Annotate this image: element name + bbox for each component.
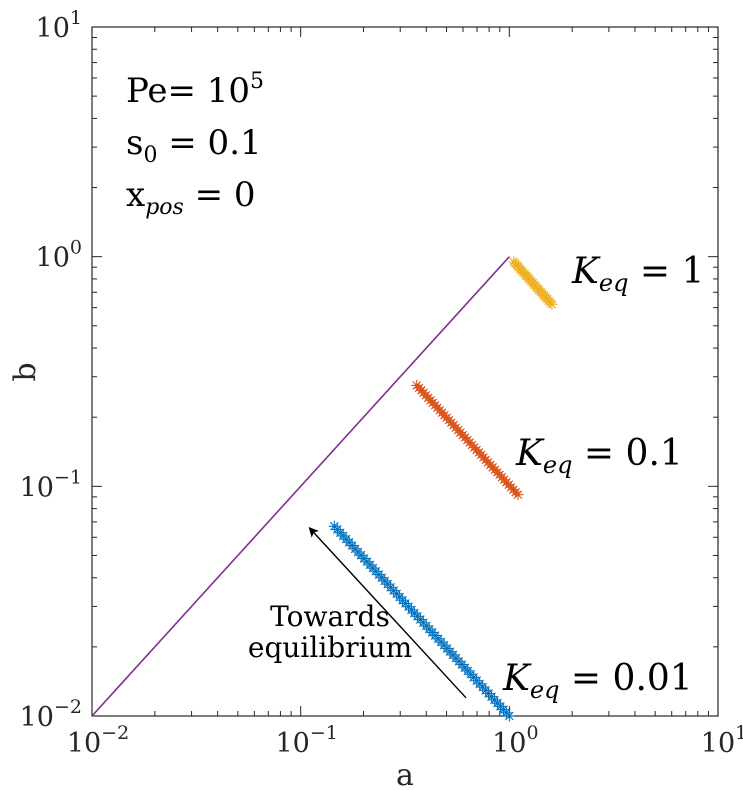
- tick-exponent: −2: [54, 696, 82, 718]
- label-symbol: K: [515, 433, 545, 474]
- tick-exponent: −1: [54, 466, 82, 488]
- label-symbol: K: [502, 658, 532, 699]
- data-point: [508, 256, 520, 268]
- y-tick-label: 10−2: [20, 696, 82, 733]
- reference-line: [91, 256, 510, 717]
- tick-exponent: −1: [310, 722, 338, 744]
- param-text: x: [126, 175, 145, 215]
- tick-base: 10: [67, 728, 101, 759]
- label-value: = 1: [628, 251, 704, 292]
- x-tick-labels: 10−2 10−1 100 101: [67, 722, 743, 759]
- tick-base: 10: [36, 243, 70, 274]
- x-tick-label: 10−2: [67, 722, 129, 759]
- annotation-line: Towards: [270, 600, 390, 633]
- data-point: [328, 520, 340, 532]
- label-symbol: K: [571, 251, 601, 292]
- param-text: Pe= 10: [126, 71, 250, 111]
- label-value: = 0.1: [572, 433, 682, 474]
- parameter-line: xpos = 0: [126, 175, 256, 220]
- x-tick-label: 101: [701, 722, 743, 759]
- y-tick-label: 101: [36, 7, 82, 44]
- x-tick-label: 10−1: [275, 722, 337, 759]
- y-tick-label: 100: [36, 237, 82, 274]
- parameter-line: s0 = 0.1: [126, 123, 262, 168]
- tick-exponent: −2: [101, 722, 129, 744]
- label-subscript: eq: [599, 269, 629, 297]
- y-tick-label: 10−1: [20, 466, 82, 503]
- param-value: = 0: [184, 175, 256, 215]
- tick-exponent: 0: [70, 237, 82, 259]
- label-subscript: eq: [543, 451, 573, 479]
- param-text: s: [126, 123, 143, 163]
- tick-base: 10: [275, 728, 309, 759]
- param-subscript: 0: [143, 143, 157, 168]
- tick-base: 10: [36, 13, 70, 44]
- label-value: = 0.01: [559, 658, 692, 699]
- param-value: = 0.1: [157, 123, 261, 163]
- param-subscript: pos: [145, 195, 184, 220]
- tick-base: 10: [20, 472, 54, 503]
- series-label: Keq = 0.01: [502, 658, 693, 704]
- parameter-line: Pe= 105: [126, 69, 264, 111]
- equilibrium-arrow: [308, 527, 467, 699]
- tick-exponent: 1: [735, 722, 743, 744]
- label-subscript: eq: [530, 676, 560, 704]
- tick-base: 10: [492, 728, 526, 759]
- series-3: [508, 256, 558, 310]
- parameter-box: Pe= 105 s0 = 0.1 xpos = 0: [126, 69, 264, 220]
- data-point: [411, 379, 423, 391]
- x-tick-label: 100: [492, 722, 538, 759]
- annotation-line: equilibrium: [248, 631, 412, 664]
- series-label: Keq = 0.1: [515, 433, 683, 479]
- x-axis-label: a: [396, 758, 414, 790]
- y-axis-label: b: [8, 362, 43, 381]
- tick-base: 10: [701, 728, 735, 759]
- param-superscript: 5: [250, 69, 264, 94]
- series-label: Keq = 1: [571, 251, 704, 297]
- tick-base: 10: [20, 702, 54, 733]
- series-1: [328, 520, 515, 722]
- tick-exponent: 0: [526, 722, 538, 744]
- tick-exponent: 1: [70, 7, 82, 29]
- series-2: [411, 379, 524, 501]
- series-group: [328, 256, 558, 722]
